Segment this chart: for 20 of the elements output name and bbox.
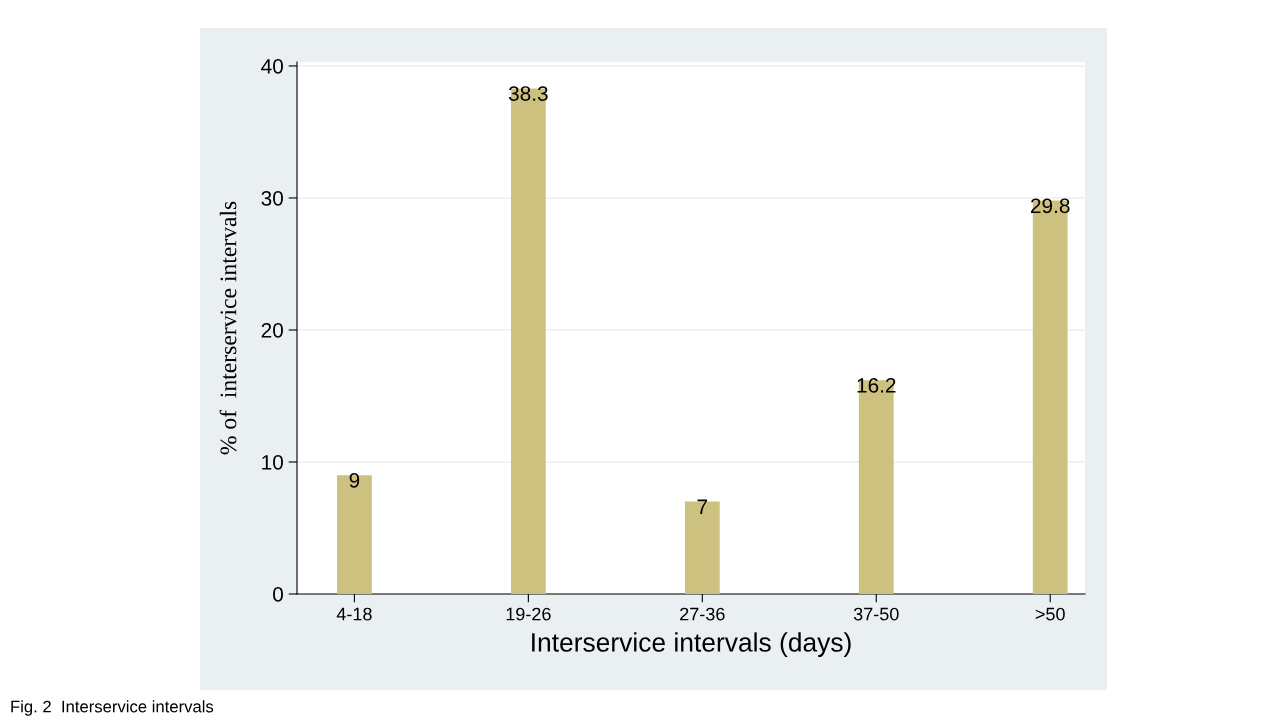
y-tick-label: 10	[262, 454, 283, 470]
caption: Fig. 2 Interservice intervals	[11, 700, 214, 716]
x-tick-label: 27-36	[680, 607, 725, 621]
y-tick-label: 20	[261, 322, 283, 338]
bar	[337, 475, 372, 594]
x-tick-label: 19-26	[506, 607, 551, 621]
bar	[858, 380, 894, 594]
data-label: 9	[349, 472, 360, 488]
y-tick-label: 30	[261, 190, 283, 206]
x-axis-title: Interservice intervals (days)	[532, 632, 851, 657]
y-tick-label: 40	[261, 58, 283, 74]
x-tick-label: >50	[1035, 607, 1065, 621]
y-tick-label: 0	[273, 587, 283, 602]
bar	[1032, 200, 1068, 594]
bar	[510, 88, 546, 594]
x-tick-label: 37-50	[853, 607, 899, 621]
data-label: 7	[697, 499, 708, 514]
bar	[684, 501, 720, 594]
y-axis-title: % of interservice intervals	[219, 201, 237, 455]
x-tick-label: 4-18	[336, 607, 372, 621]
